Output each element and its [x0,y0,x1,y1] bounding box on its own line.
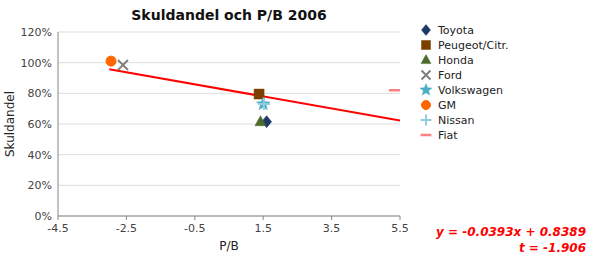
grid-line [58,185,400,186]
y-tick-label: 100% [21,57,52,70]
x-tick [263,216,264,220]
legend-label: GM [438,99,456,112]
point [254,89,264,99]
point [106,56,116,66]
grid-line [58,154,400,155]
point [118,60,128,70]
x-tick [194,216,195,220]
y-tick-label: 60% [28,118,52,131]
grid-line [58,216,400,217]
chart: 0%20%40%60%80%100%120%-4.5-2.5-0.51.53.5… [0,0,594,274]
x-tick [331,216,332,220]
legend-swatch [422,101,431,110]
annotation: t = -1.906 [519,241,586,255]
x-tick [126,216,127,220]
annotation: y = -0.0393x + 0.8389 [436,225,586,239]
x-tick [400,216,401,220]
point [389,89,400,92]
regression-line [109,69,400,120]
title: Skuldandel och P/B 2006 [131,7,326,23]
point [255,116,266,126]
grid-line [58,93,400,94]
legend-swatch [421,115,432,126]
legend-label: Ford [438,69,462,82]
x-tick-label: 5.5 [391,222,409,235]
grid-line [58,124,400,125]
legend-swatch [422,41,431,50]
point [258,98,270,110]
grid-line [58,32,400,33]
legend-swatch [422,25,431,36]
legend-swatch [422,71,431,80]
legend-label: Volkswagen [438,84,503,97]
legend-label: Toyota [437,24,474,37]
legend-swatch [420,84,432,95]
x-tick-label: -4.5 [47,222,68,235]
legend-swatch [421,55,431,64]
point [257,97,270,110]
y-tick-label: 20% [28,179,52,192]
y-tick-label: 120% [21,26,52,39]
x-axis-label: P/B [219,239,239,253]
legend-swatch [421,134,432,137]
legend-label: Honda [438,54,474,67]
x-tick-label: -0.5 [184,222,205,235]
x-tick [58,216,59,220]
legend-label: Nissan [438,114,474,127]
legend-label: Peugeot/Citr. [438,39,509,52]
x-tick-label: 1.5 [254,222,272,235]
y-axis-line [58,32,59,216]
x-tick-label: 3.5 [323,222,341,235]
plot-area [106,56,400,128]
y-tick-label: 40% [28,149,52,162]
x-axis-line [58,216,400,217]
legend: Toyota Peugeot/Citr. Honda Ford Volkswagen GM… [420,24,509,142]
x-tick-label: -2.5 [116,222,137,235]
y-axis-label: Skuldandel [3,91,17,157]
legend-label: Fiat [438,129,458,142]
y-tick-label: 80% [28,87,52,100]
